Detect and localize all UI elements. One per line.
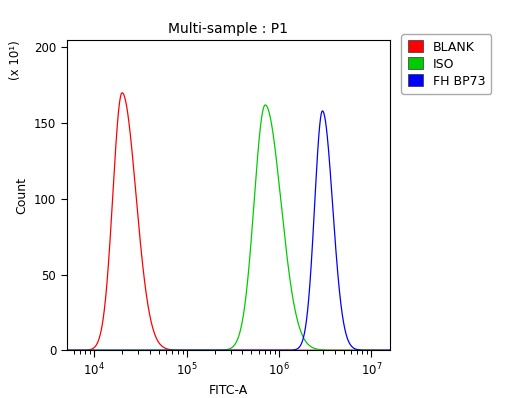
- X-axis label: FITC-A: FITC-A: [209, 384, 248, 397]
- Text: (x 10¹): (x 10¹): [9, 40, 22, 80]
- Legend: BLANK, ISO, FH BP73: BLANK, ISO, FH BP73: [401, 34, 491, 94]
- Y-axis label: Count: Count: [15, 177, 28, 213]
- Title: Multi-sample : P1: Multi-sample : P1: [168, 22, 288, 36]
